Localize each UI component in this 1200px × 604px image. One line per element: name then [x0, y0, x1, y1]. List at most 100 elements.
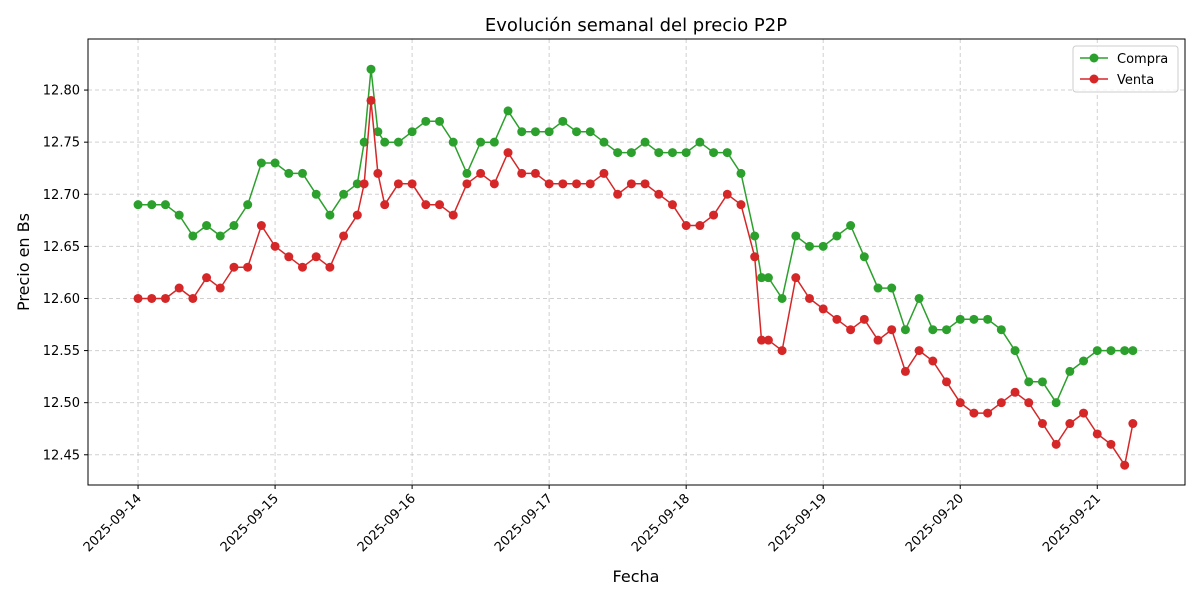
data-point-compra [996, 325, 1006, 335]
y-tick-label: 12.50 [43, 396, 80, 411]
data-point-compra [914, 293, 924, 303]
y-tick-label: 12.45 [43, 448, 80, 463]
data-point-venta [777, 346, 787, 356]
data-point-venta [1106, 439, 1116, 449]
data-point-compra [667, 148, 677, 158]
data-point-venta [613, 189, 623, 199]
data-point-compra [133, 200, 143, 210]
data-point-venta [243, 262, 253, 272]
data-point-venta [202, 273, 212, 283]
data-point-compra [955, 314, 965, 324]
series-compra [133, 64, 1138, 408]
data-point-venta [969, 408, 979, 418]
data-point-venta [462, 179, 472, 189]
data-point-venta [284, 252, 294, 262]
data-point-venta [133, 293, 143, 303]
y-tick-label: 12.70 [43, 188, 80, 203]
data-point-venta [1065, 419, 1075, 429]
data-point-compra [229, 221, 239, 231]
data-point-compra [1037, 377, 1047, 387]
data-point-compra [763, 273, 773, 283]
data-point-venta [339, 231, 349, 241]
data-point-venta [928, 356, 938, 366]
data-point-compra [818, 241, 828, 251]
data-point-venta [421, 200, 431, 210]
data-point-compra [311, 189, 321, 199]
data-point-compra [558, 116, 568, 126]
data-point-compra [942, 325, 952, 335]
data-point-compra [448, 137, 458, 147]
y-tick-label: 12.80 [43, 84, 80, 99]
data-point-compra [284, 168, 294, 178]
data-point-venta [626, 179, 636, 189]
data-point-venta [489, 179, 499, 189]
data-point-compra [626, 148, 636, 158]
data-point-compra [147, 200, 157, 210]
data-point-venta [736, 200, 746, 210]
data-point-venta [791, 273, 801, 283]
legend-compra-label: Compra [1117, 52, 1168, 67]
data-point-compra [777, 293, 787, 303]
data-point-compra [517, 127, 527, 137]
data-point-venta [1051, 439, 1061, 449]
data-point-venta [757, 335, 767, 345]
data-point-compra [572, 127, 582, 137]
y-tick-label: 12.60 [43, 292, 80, 307]
data-point-compra [297, 168, 307, 178]
data-point-venta [955, 398, 965, 408]
legend-compra-marker [1089, 53, 1099, 63]
data-point-compra [421, 116, 431, 126]
data-point-compra [695, 137, 705, 147]
series-venta [133, 95, 1138, 470]
data-point-venta [160, 293, 170, 303]
data-point-compra [722, 148, 732, 158]
data-point-compra [736, 168, 746, 178]
data-point-compra [160, 200, 170, 210]
data-point-compra [928, 325, 938, 335]
data-point-compra [1079, 356, 1089, 366]
data-point-venta [709, 210, 719, 220]
data-point-venta [599, 168, 609, 178]
data-point-venta [681, 221, 691, 231]
data-point-compra [900, 325, 910, 335]
data-point-compra [640, 137, 650, 147]
data-point-venta [380, 200, 390, 210]
data-point-venta [654, 189, 664, 199]
chart-title: Evolución semanal del precio P2P [485, 15, 787, 36]
data-point-venta [393, 179, 403, 189]
data-point-venta [914, 346, 924, 356]
data-point-venta [1092, 429, 1102, 439]
data-point-venta [188, 293, 198, 303]
plot-frame [87, 38, 1186, 486]
data-point-compra [983, 314, 993, 324]
y-tick-label: 12.55 [43, 344, 80, 359]
data-point-compra [846, 221, 856, 231]
data-point-venta [1120, 460, 1130, 470]
data-point-compra [215, 231, 225, 241]
data-point-venta [373, 168, 383, 178]
data-point-compra [757, 273, 767, 283]
data-point-compra [887, 283, 897, 293]
data-point-compra [1065, 366, 1075, 376]
data-point-compra [791, 231, 801, 241]
data-point-venta [1024, 398, 1034, 408]
data-point-compra [805, 241, 815, 251]
data-point-compra [709, 148, 719, 158]
data-point-venta [722, 189, 732, 199]
data-point-venta [352, 210, 362, 220]
y-tick-label: 12.75 [43, 136, 80, 151]
data-point-compra [1092, 346, 1102, 356]
data-point-venta [1079, 408, 1089, 418]
data-point-venta [448, 210, 458, 220]
data-point-venta [818, 304, 828, 314]
x-axis-label: Fecha [613, 567, 660, 586]
data-point-compra [585, 127, 595, 137]
data-point-venta [996, 398, 1006, 408]
data-point-venta [229, 262, 239, 272]
data-point-venta [215, 283, 225, 293]
y-tick-label: 12.65 [43, 240, 80, 255]
data-point-compra [380, 137, 390, 147]
data-point-venta [435, 200, 445, 210]
data-point-venta [1037, 419, 1047, 429]
data-point-venta [407, 179, 417, 189]
